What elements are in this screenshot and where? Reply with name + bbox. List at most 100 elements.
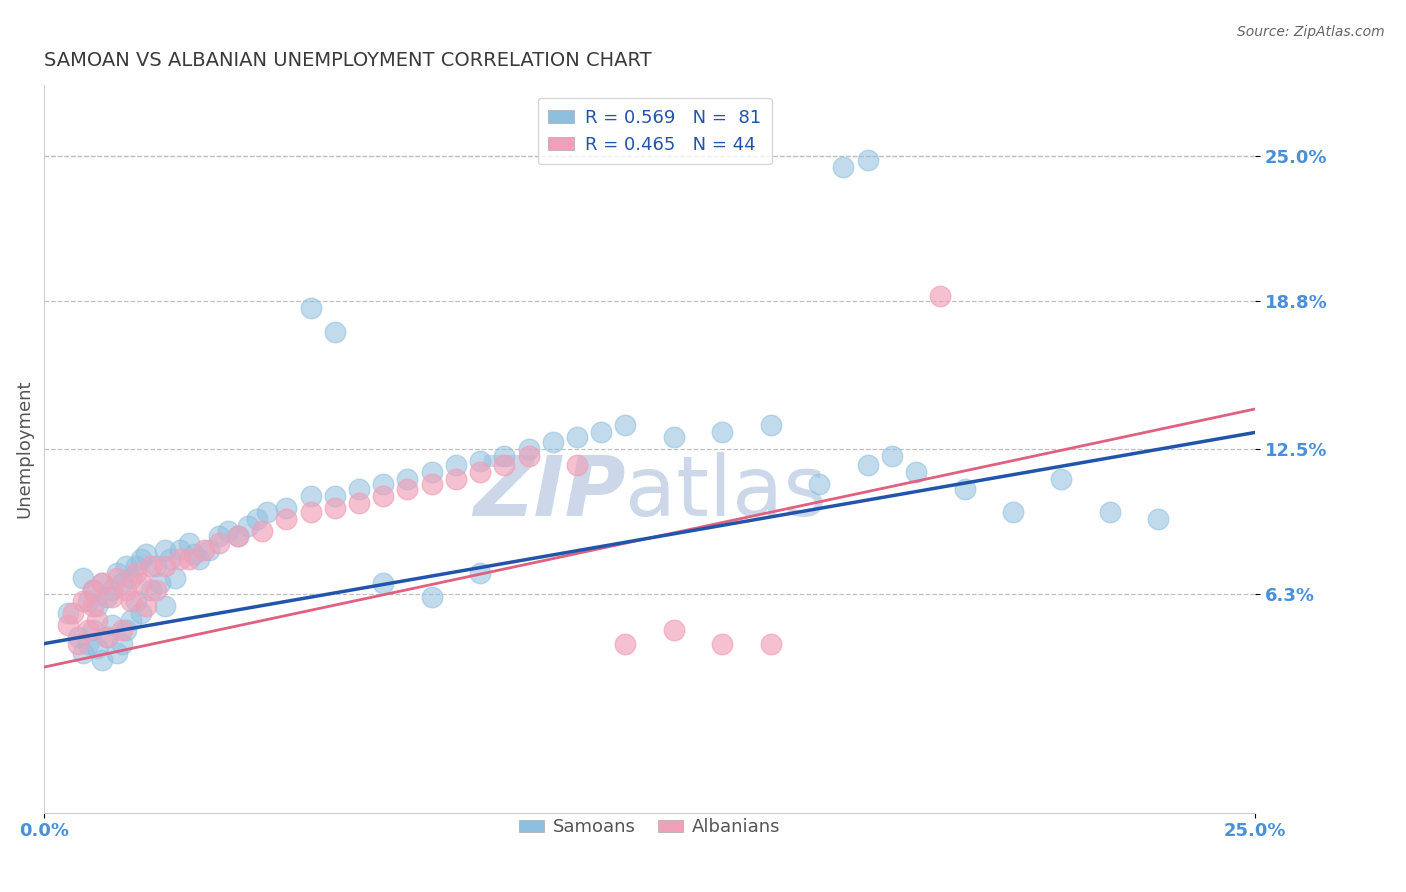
Point bbox=[347, 482, 370, 496]
Point bbox=[66, 630, 89, 644]
Point bbox=[711, 637, 734, 651]
Point bbox=[614, 418, 637, 433]
Point bbox=[494, 458, 516, 473]
Point bbox=[468, 466, 491, 480]
Point bbox=[207, 529, 229, 543]
Point bbox=[193, 542, 215, 557]
Point bbox=[236, 519, 259, 533]
Point bbox=[58, 617, 80, 632]
Point bbox=[169, 552, 191, 566]
Point bbox=[808, 477, 831, 491]
Point bbox=[1098, 505, 1121, 519]
Legend: Samoans, Albanians: Samoans, Albanians bbox=[512, 811, 787, 844]
Point bbox=[125, 559, 148, 574]
Point bbox=[1050, 472, 1073, 486]
Point bbox=[373, 575, 395, 590]
Point bbox=[179, 552, 201, 566]
Point bbox=[72, 571, 94, 585]
Point bbox=[759, 418, 782, 433]
Point bbox=[111, 637, 134, 651]
Point bbox=[420, 590, 443, 604]
Point bbox=[125, 566, 148, 581]
Point bbox=[76, 594, 98, 608]
Point bbox=[159, 552, 181, 566]
Point bbox=[1147, 512, 1170, 526]
Point bbox=[373, 477, 395, 491]
Point bbox=[66, 637, 89, 651]
Point bbox=[591, 425, 613, 440]
Point bbox=[155, 559, 177, 574]
Point bbox=[105, 571, 128, 585]
Point bbox=[129, 606, 152, 620]
Point bbox=[115, 623, 138, 637]
Point bbox=[662, 430, 685, 444]
Point bbox=[276, 500, 298, 515]
Point bbox=[82, 582, 104, 597]
Point bbox=[662, 623, 685, 637]
Point bbox=[207, 535, 229, 549]
Point bbox=[82, 599, 104, 613]
Point bbox=[396, 472, 419, 486]
Point bbox=[856, 458, 879, 473]
Point bbox=[149, 575, 172, 590]
Point bbox=[91, 575, 114, 590]
Point bbox=[101, 582, 124, 597]
Text: atlas: atlas bbox=[626, 452, 827, 533]
Point bbox=[250, 524, 273, 538]
Point bbox=[135, 599, 157, 613]
Point bbox=[832, 161, 855, 175]
Point bbox=[76, 637, 98, 651]
Point bbox=[541, 434, 564, 449]
Point bbox=[299, 301, 322, 315]
Point bbox=[105, 566, 128, 581]
Point bbox=[86, 641, 108, 656]
Point bbox=[72, 646, 94, 660]
Text: SAMOAN VS ALBANIAN UNEMPLOYMENT CORRELATION CHART: SAMOAN VS ALBANIAN UNEMPLOYMENT CORRELAT… bbox=[44, 51, 652, 70]
Point bbox=[86, 599, 108, 613]
Point bbox=[759, 637, 782, 651]
Point bbox=[183, 548, 205, 562]
Point bbox=[468, 566, 491, 581]
Point bbox=[517, 442, 540, 456]
Point bbox=[256, 505, 278, 519]
Point bbox=[444, 472, 467, 486]
Point bbox=[82, 623, 104, 637]
Point bbox=[129, 552, 152, 566]
Point bbox=[111, 623, 134, 637]
Point bbox=[105, 646, 128, 660]
Point bbox=[420, 466, 443, 480]
Point bbox=[323, 325, 346, 339]
Point bbox=[129, 575, 152, 590]
Point bbox=[226, 529, 249, 543]
Point bbox=[276, 512, 298, 526]
Point bbox=[62, 606, 84, 620]
Text: Source: ZipAtlas.com: Source: ZipAtlas.com bbox=[1237, 25, 1385, 39]
Point bbox=[135, 548, 157, 562]
Point bbox=[139, 559, 162, 574]
Point bbox=[179, 535, 201, 549]
Point bbox=[86, 613, 108, 627]
Point bbox=[91, 575, 114, 590]
Point bbox=[125, 594, 148, 608]
Point bbox=[444, 458, 467, 473]
Point bbox=[101, 590, 124, 604]
Point bbox=[82, 582, 104, 597]
Point bbox=[169, 542, 191, 557]
Point bbox=[494, 449, 516, 463]
Point bbox=[145, 559, 167, 574]
Point bbox=[373, 489, 395, 503]
Point bbox=[101, 617, 124, 632]
Point bbox=[163, 571, 186, 585]
Text: ZIP: ZIP bbox=[472, 452, 626, 533]
Point bbox=[929, 289, 952, 303]
Point bbox=[565, 458, 588, 473]
Point bbox=[299, 505, 322, 519]
Point bbox=[880, 449, 903, 463]
Point bbox=[856, 153, 879, 168]
Point bbox=[614, 637, 637, 651]
Point bbox=[565, 430, 588, 444]
Point bbox=[347, 496, 370, 510]
Point bbox=[58, 606, 80, 620]
Point bbox=[155, 542, 177, 557]
Point bbox=[217, 524, 239, 538]
